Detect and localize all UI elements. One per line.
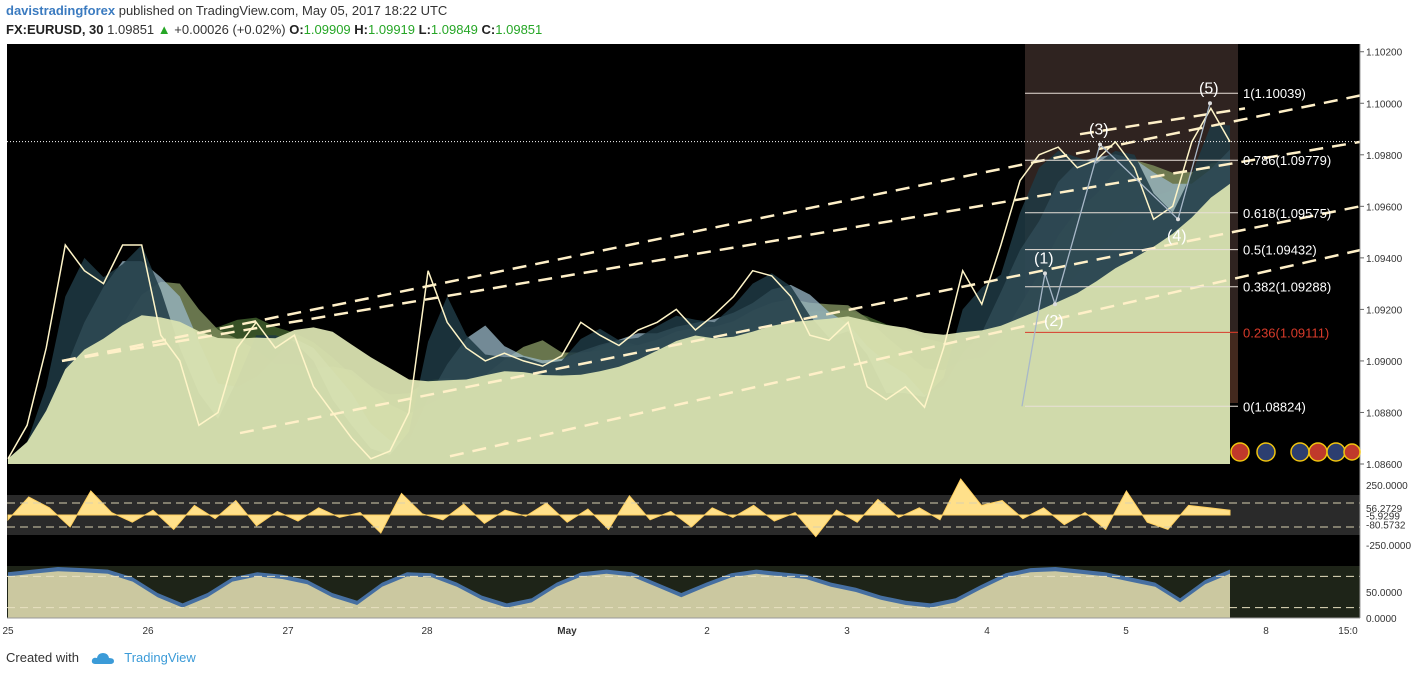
tradingview-link[interactable]: TradingView [124, 650, 196, 665]
footer: Created with TradingView [6, 650, 196, 665]
created-with-text: Created with [6, 650, 79, 665]
price-tick-label: 1.09200 [1366, 305, 1403, 316]
published-text: published on TradingView.com, May 05, 20… [118, 3, 448, 18]
wave-point[interactable] [1098, 142, 1102, 147]
time-tick-label: 27 [282, 626, 294, 637]
us-flag-icon[interactable] [1230, 442, 1250, 462]
stoch-d-area [8, 571, 1230, 618]
open-value: 1.09909 [303, 22, 351, 37]
fib-level-label: 0.5(1.09432) [1243, 243, 1317, 258]
time-tick-label: 5 [1123, 626, 1129, 637]
time-tick-label: 26 [142, 626, 154, 637]
wave-point[interactable] [1053, 302, 1057, 307]
us-flag-icon[interactable] [1290, 442, 1310, 462]
channel-line[interactable] [239, 205, 1361, 435]
symbol-label: FX:EURUSD, 30 [6, 22, 104, 37]
elliott-wave-labels[interactable]: (1) (2) (3) (4) (5) [1021, 80, 1219, 407]
fib-level-label: 0.618(1.09575) [1243, 206, 1331, 221]
time-tick-label: 3 [844, 626, 850, 637]
time-axis[interactable]: 25 26 27 28 May 2 3 4 5 8 15:0 [2, 617, 1360, 637]
us-flag-icon[interactable] [1343, 443, 1361, 461]
wave-label: (3) [1089, 121, 1109, 138]
low-value: 1.09849 [430, 22, 478, 37]
price-axis-background [1360, 44, 1420, 608]
wave-label: (4) [1167, 228, 1187, 245]
last-price: 1.09851 [107, 22, 155, 37]
cci-tick-label: -5.9299 [1366, 512, 1400, 523]
event-flags[interactable] [1230, 442, 1361, 462]
price-tick-label: 1.08800 [1366, 408, 1403, 419]
price-tick-label: 1.09400 [1366, 254, 1403, 265]
ohlc-legend: FX:EURUSD, 30 1.09851 ▲ +0.00026 (+0.02%… [6, 22, 542, 37]
us-flag-icon[interactable] [1326, 442, 1346, 462]
cloud-icon [91, 653, 114, 664]
cci-pane [7, 467, 1360, 563]
wave-point[interactable] [1043, 271, 1047, 276]
price-tick-label: 1.10200 [1366, 48, 1403, 59]
time-tick-label: 4 [984, 626, 990, 637]
author-link[interactable]: davistradingforex [6, 3, 116, 18]
price-change: +0.00026 (+0.02%) [174, 22, 286, 37]
low-label: L: [418, 22, 431, 37]
wave-label: (2) [1044, 313, 1064, 330]
fib-level-label: 1(1.10039) [1243, 86, 1306, 101]
publish-info: davistradingforex published on TradingVi… [6, 3, 447, 18]
cci-tick-label: -80.5732 [1366, 521, 1406, 532]
cci-tick-label: 250.0000 [1366, 481, 1408, 492]
high-label: H: [354, 22, 369, 37]
up-arrow-icon: ▲ [157, 22, 171, 37]
fib-level-label: 0.236(1.09111) [1243, 325, 1329, 340]
open-label: O: [289, 22, 304, 37]
channel-line[interactable] [61, 94, 1361, 363]
price-tick-label: 1.09000 [1366, 357, 1403, 368]
time-tick-label: 2 [704, 626, 710, 637]
time-tick-label: 8 [1263, 626, 1269, 637]
price-chart[interactable]: 1(1.10039) 0.786(1.09779) 0.618(1.09575) 0.… [0, 42, 1428, 644]
time-tick-label: 25 [2, 626, 14, 637]
wave-point[interactable] [1176, 217, 1180, 222]
cci-tick-label: 56.2729 [1366, 504, 1403, 515]
channel-line[interactable] [61, 140, 1361, 363]
cci-area [7, 478, 1231, 538]
price-tick-label: 1.09800 [1366, 151, 1403, 162]
fib-level-label: 0(1.08824) [1243, 399, 1306, 414]
us-flag-icon[interactable] [1256, 442, 1276, 462]
time-tick-label: 28 [421, 626, 433, 637]
stoch-tick-label: 50.0000 [1366, 588, 1403, 599]
stochastic-pane [7, 566, 1360, 618]
us-flag-icon[interactable] [1308, 442, 1328, 462]
cci-tick-label: -250.0000 [1366, 541, 1411, 552]
main-pane [7, 94, 1361, 465]
time-tick-label: 15:0 [1338, 626, 1358, 637]
wave-label: (5) [1199, 80, 1219, 97]
price-tick-label: 1.10000 [1366, 99, 1403, 110]
price-tick-label: 1.08600 [1366, 460, 1403, 471]
price-line[interactable] [7, 106, 1231, 460]
price-axis[interactable]: 1.10200 1.10000 1.09800 1.09600 1.09400 1.092… [1359, 44, 1411, 625]
time-tick-label: May [557, 626, 577, 637]
channel-line[interactable] [449, 248, 1361, 458]
close-value: 1.09851 [495, 22, 543, 37]
ma-band [8, 183, 1230, 465]
fib-level-label: 0.786(1.09779) [1243, 153, 1331, 168]
wave-point[interactable] [1208, 101, 1212, 106]
wave-path[interactable] [1021, 103, 1211, 407]
wave-label: (1) [1034, 250, 1054, 267]
stoch-tick-label: 0.0000 [1366, 614, 1397, 625]
fib-level-label: 0.382(1.09288) [1243, 280, 1331, 295]
channel-line[interactable] [1079, 107, 1246, 136]
high-value: 1.09919 [368, 22, 416, 37]
price-tick-label: 1.09600 [1366, 202, 1403, 213]
close-label: C: [481, 22, 496, 37]
fibonacci-retracement[interactable]: 1(1.10039) 0.786(1.09779) 0.618(1.09575) 0.… [1025, 86, 1331, 414]
